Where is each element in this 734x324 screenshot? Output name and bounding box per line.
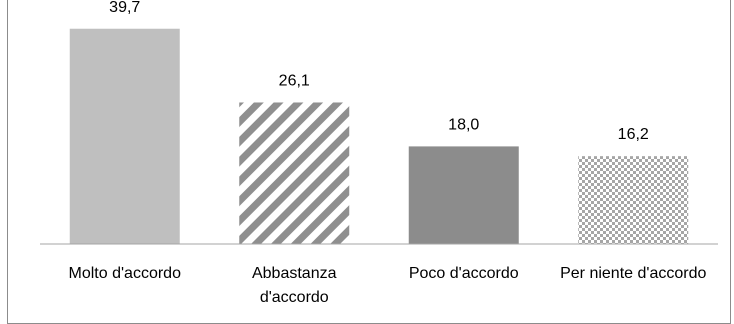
category-label-3: Poco d'accordo xyxy=(409,265,519,282)
category-label-1: Molto d'accordo xyxy=(69,265,182,282)
bar-2 xyxy=(239,102,350,244)
value-label-1: 39,7 xyxy=(109,0,140,16)
value-label-4: 16,2 xyxy=(618,126,649,143)
bar-3 xyxy=(408,146,519,244)
bar-1 xyxy=(69,28,180,244)
value-label-3: 18,0 xyxy=(448,116,479,133)
value-label-2: 26,1 xyxy=(279,72,310,89)
category-label-2: Abbastanza d'accordo xyxy=(252,265,337,306)
category-label-4: Per niente d'accordo xyxy=(560,265,706,282)
bar-4 xyxy=(578,156,689,244)
